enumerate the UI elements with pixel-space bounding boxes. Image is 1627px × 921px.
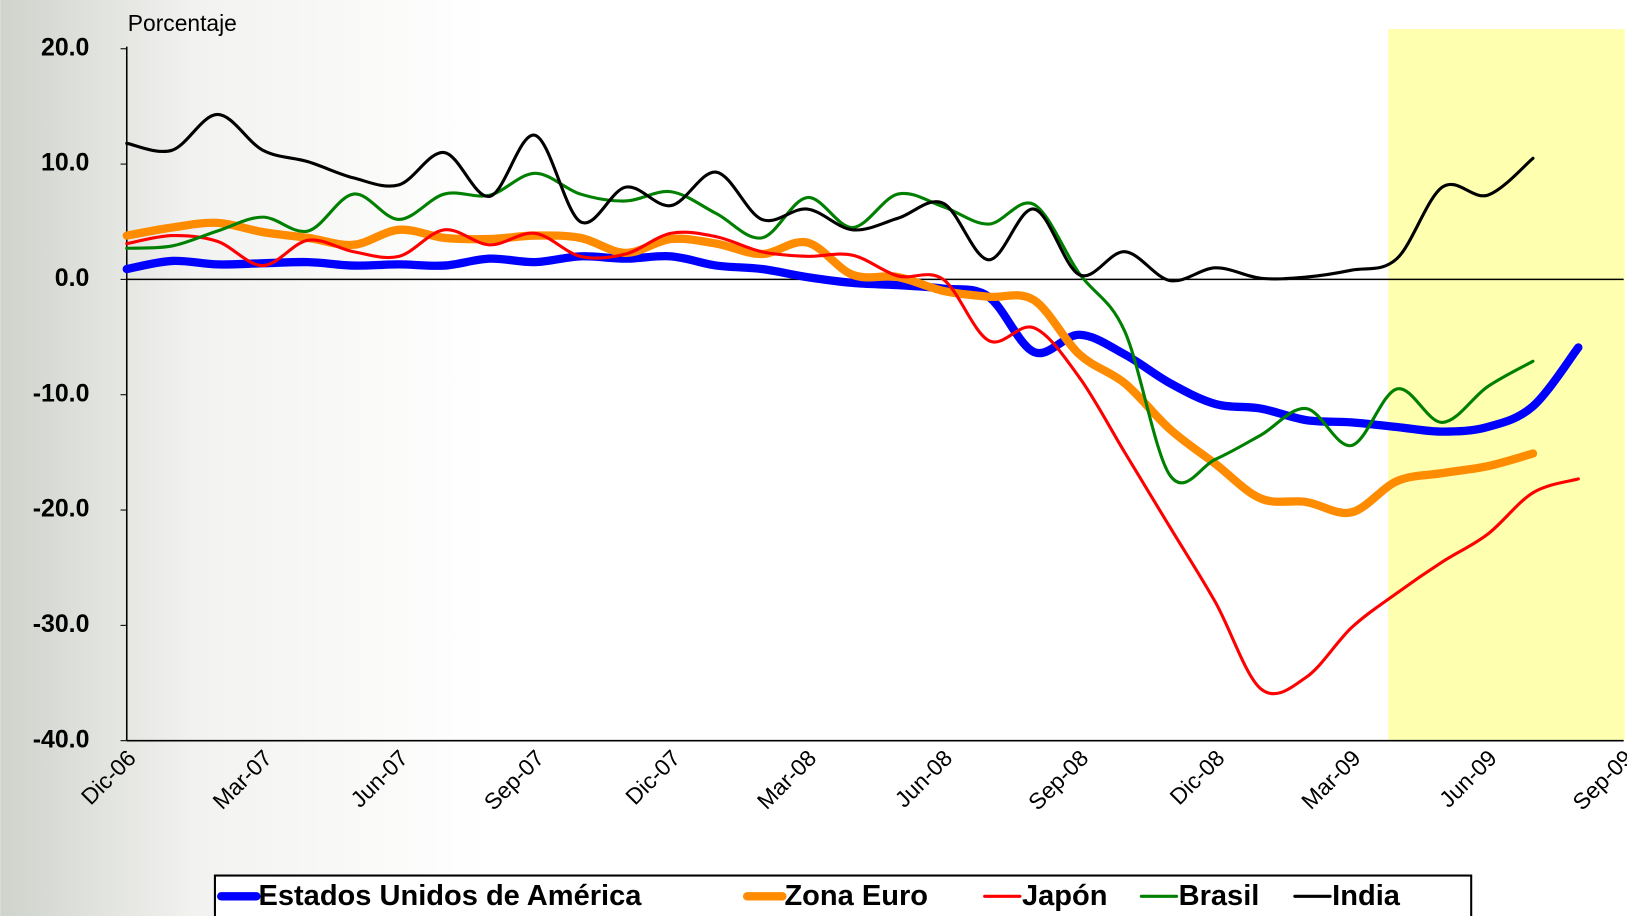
legend-label: Estados Unidos de América [259, 880, 643, 912]
y-tick-label: -20.0 [33, 495, 90, 523]
y-tick-label: 10.0 [41, 149, 89, 177]
legend-label: Japón [1022, 880, 1108, 912]
legend-label: Zona Euro [784, 880, 928, 912]
y-tick-label: -10.0 [33, 379, 90, 407]
legend-label: Brasil [1179, 880, 1260, 912]
y-axis-title: Porcentaje [128, 10, 237, 36]
y-tick-label: 20.0 [41, 33, 89, 61]
y-tick-label: -30.0 [33, 610, 90, 638]
chart: Porcentaje -40.0 -30.0 -20.0 -10.0 0.0 10.0 20… [0, 0, 1627, 916]
y-tick-label: 0.0 [55, 264, 90, 292]
page: {"chart_data": { "type": "line", "y_labe… [0, 0, 1627, 916]
legend-label: India [1332, 880, 1401, 912]
highlight-band [1388, 29, 1625, 741]
y-tick-label: -40.0 [33, 725, 90, 753]
